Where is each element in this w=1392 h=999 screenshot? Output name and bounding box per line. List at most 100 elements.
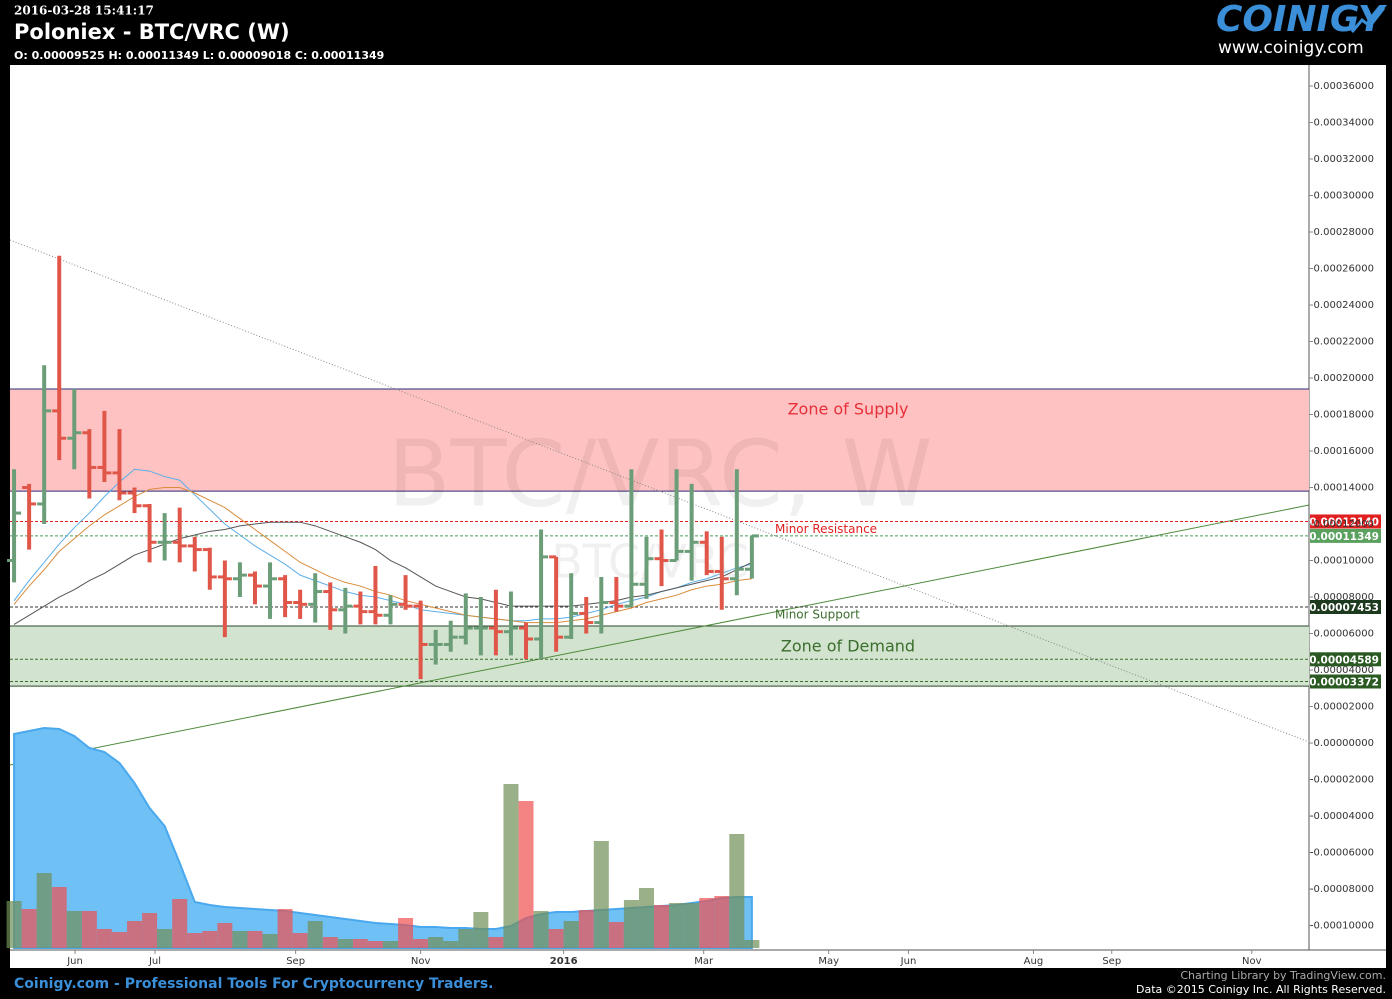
volume-bar (729, 834, 745, 948)
logo-icon (1350, 7, 1386, 33)
x-tick-label: Sep (1102, 956, 1121, 967)
volume-bar (337, 939, 353, 948)
y-tick-label: 0.00000000 (1314, 738, 1374, 749)
volume-bar (669, 903, 685, 948)
moving-average (13, 521, 753, 625)
volume-bar (382, 941, 398, 948)
volume-bar (127, 921, 143, 948)
price-box-label: 0.00007453 (1309, 602, 1379, 614)
x-tick-label: Aug (1024, 956, 1044, 967)
y-tick-label: 0.00024000 (1314, 300, 1374, 311)
volume-bar (458, 929, 474, 948)
price-box (1310, 514, 1381, 529)
y-tick-label: 0.00012000 (1314, 519, 1374, 530)
x-tick-label: Nov (411, 956, 431, 967)
volume-bar (443, 941, 459, 948)
y-tick-label: 0.00034000 (1314, 117, 1374, 128)
volume-bar (81, 911, 97, 948)
y-tick-label: 0.00010000 (1314, 556, 1374, 567)
volume-bar (413, 939, 429, 948)
footer-tagline[interactable]: Coinigy.com - Professional Tools For Cry… (14, 976, 493, 992)
y-tick-label: 0.00006000 (1314, 629, 1374, 640)
volume-bar (202, 931, 218, 948)
price-box (1310, 674, 1381, 689)
y-tick-label: 0.00032000 (1314, 154, 1374, 165)
y-tick-label: 0.00008000 (1314, 592, 1374, 603)
volume-bar (744, 940, 760, 948)
volume-bar (503, 784, 519, 948)
y-tick-label: -0.00010000 (1310, 921, 1374, 932)
x-tick-label: Mar (694, 956, 714, 967)
volume-bar (6, 901, 22, 948)
volume-bar (608, 922, 624, 948)
volume-bar (96, 929, 112, 948)
y-tick-label: 0.00026000 (1314, 264, 1374, 275)
volume-bar (66, 911, 82, 948)
price-box (1310, 600, 1381, 615)
y-tick-label: 0.00022000 (1314, 337, 1374, 348)
footer-copyright: Data ©2015 Coinigy Inc. All Rights Reser… (1136, 983, 1386, 996)
volume-bar (157, 929, 173, 948)
y-tick-label: 0.00018000 (1314, 410, 1374, 421)
price-box-label: 0.00004589 (1309, 654, 1379, 666)
y-tick-label: -0.00004000 (1310, 811, 1374, 822)
volume-bar (623, 900, 639, 948)
y-tick-label: 0.00002000 (1314, 702, 1374, 713)
price-box-label: 0.00011349 (1309, 531, 1379, 543)
price-box (1310, 652, 1381, 667)
volume-bar (593, 841, 609, 948)
zone-label: Zone of Supply (788, 399, 909, 418)
trend-line (9, 504, 1310, 766)
volume-bar (654, 905, 670, 948)
volume-bar (322, 937, 338, 948)
volume-bar (292, 933, 308, 948)
zone-label: Zone of Demand (781, 637, 915, 656)
volume-bar (217, 923, 233, 948)
y-tick-label: -0.00002000 (1310, 775, 1374, 786)
volume-bar (684, 903, 700, 948)
moving-average (13, 487, 752, 624)
x-tick-label: Sep (286, 956, 305, 967)
page-title: Poloniex - BTC/VRC (W) (14, 20, 290, 44)
level-label: Minor Support (775, 608, 860, 622)
volume-bar (352, 939, 368, 948)
y-tick-label: -0.00008000 (1310, 884, 1374, 895)
watermark: BTC/VRC, W (387, 420, 932, 527)
volume-bar (488, 937, 504, 948)
watermark: BTC/VRC (551, 535, 749, 589)
price-box-label: 0.00012140 (1309, 516, 1379, 528)
volume-bar (172, 899, 188, 948)
volume-bar (36, 873, 52, 948)
volume-bar (262, 934, 278, 948)
moving-average (13, 468, 752, 622)
x-tick-label: Jun (66, 956, 83, 967)
x-tick-label: 2016 (550, 956, 578, 967)
volume-bar (111, 932, 127, 948)
volume-bar (473, 912, 489, 948)
volume-bar (232, 931, 248, 948)
level-label: Minor Resistance (775, 522, 877, 536)
y-tick-label: 0.00014000 (1314, 483, 1374, 494)
plot-background (10, 65, 1386, 968)
logo[interactable]: COINIGY (1216, 0, 1388, 40)
volume-bar (51, 887, 67, 948)
price-box (1310, 528, 1381, 543)
y-tick-label: -0.00006000 (1310, 848, 1374, 859)
price-box-label: 0.00003372 (1309, 676, 1379, 688)
x-tick-label: Jul (148, 956, 161, 967)
volume-bar (699, 898, 715, 948)
y-tick-label: 0.00036000 (1314, 81, 1374, 92)
y-tick-label: 0.00020000 (1314, 373, 1374, 384)
y-tick-label: 0.00030000 (1314, 190, 1374, 201)
plot: Zone of Supply Zone of Demand BTC/VRC, W BT… (6, 81, 1381, 967)
timestamp: 2016-03-28 15:41:17 (14, 4, 154, 18)
x-tick-label: May (818, 956, 839, 967)
volume-bar (428, 937, 444, 948)
volume-bar (277, 909, 293, 948)
logo-url[interactable]: www.coinigy.com (1218, 38, 1364, 58)
volume-bar (548, 929, 564, 948)
volume-bar (307, 921, 323, 948)
y-tick-label: 0.00028000 (1314, 227, 1374, 238)
